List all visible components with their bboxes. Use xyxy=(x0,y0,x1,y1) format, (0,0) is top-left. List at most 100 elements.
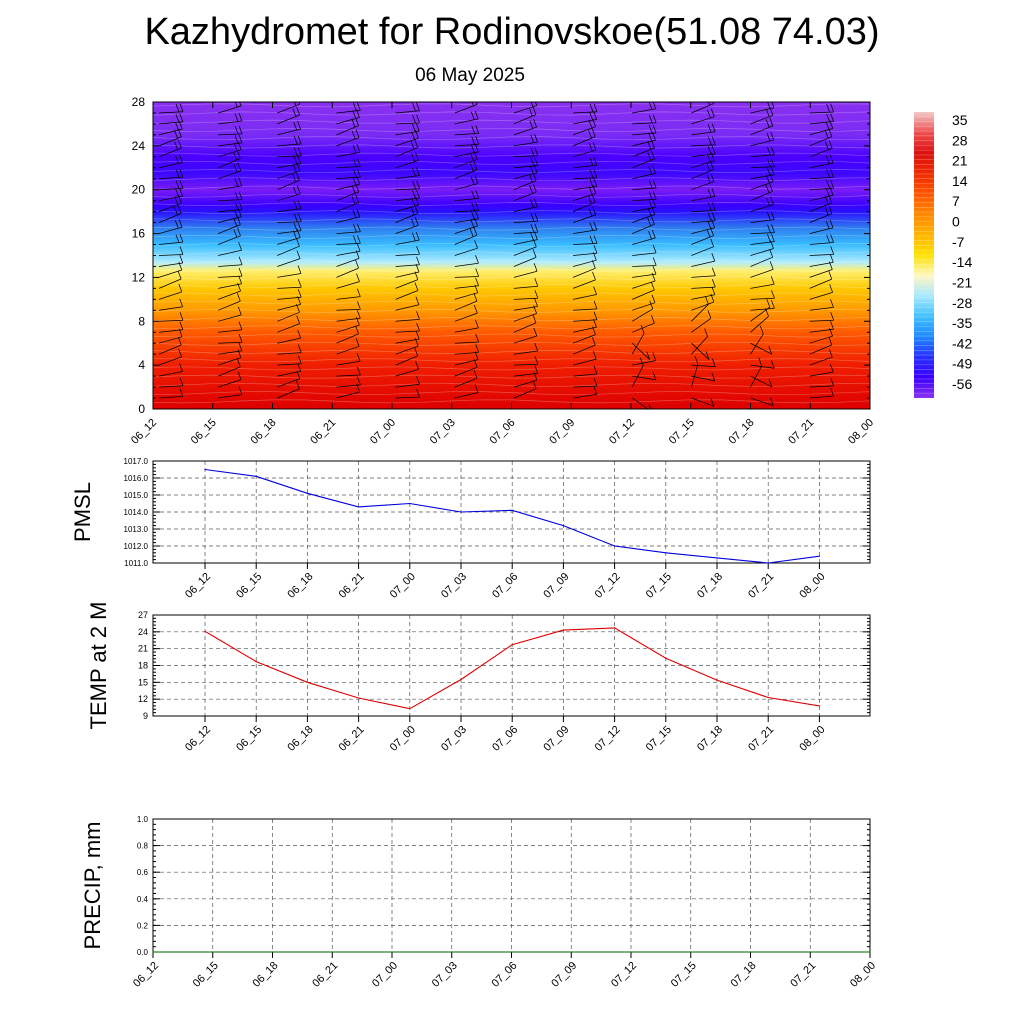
wind-barb xyxy=(158,312,184,322)
wind-barb xyxy=(868,134,870,136)
wind-barb xyxy=(277,102,301,114)
wind-barb xyxy=(750,166,775,180)
y-tick-label: 15 xyxy=(138,677,148,687)
wind-barb xyxy=(572,206,597,223)
y-tick-label: 18 xyxy=(138,661,148,671)
data-point xyxy=(869,951,871,953)
wind-barb xyxy=(750,300,775,311)
y-tick-label: 1015.0 xyxy=(124,491,149,500)
wind-barb xyxy=(750,146,775,158)
wind-barb xyxy=(277,213,302,223)
wind-barb xyxy=(158,180,184,191)
data-point xyxy=(511,509,513,511)
wind-barb xyxy=(454,333,480,344)
y-axis-label: TEMP at 2 M xyxy=(86,602,111,730)
wind-barb xyxy=(395,205,419,223)
x-tick-label: 07_21 xyxy=(786,417,816,447)
wind-barb xyxy=(750,249,774,267)
contour-line xyxy=(153,267,870,272)
x-tick-label: 07_00 xyxy=(368,417,398,447)
x-tick-label: 08_00 xyxy=(846,417,876,447)
data-point xyxy=(271,951,274,953)
wind-barb xyxy=(218,177,243,191)
wind-barb xyxy=(277,222,302,234)
wind-barb xyxy=(573,111,598,125)
x-tick-label: 06_12 xyxy=(131,960,161,990)
wind-barb xyxy=(513,263,538,278)
contour-line xyxy=(153,152,870,157)
contour-line xyxy=(153,210,870,215)
wind-barb xyxy=(809,312,835,322)
wind-barb xyxy=(158,103,184,114)
x-tick-label: 07_03 xyxy=(439,571,469,601)
wind-barb xyxy=(750,357,763,388)
y-axis-label: PMSL xyxy=(70,482,95,542)
wind-barb xyxy=(336,208,361,223)
wind-barb xyxy=(632,244,657,256)
wind-barb xyxy=(868,309,870,311)
wind-barb xyxy=(336,301,361,311)
wind-barb xyxy=(691,342,710,360)
wind-barb xyxy=(573,350,597,366)
x-tick-label: 07_12 xyxy=(593,724,623,754)
x-tick-label: 06_15 xyxy=(234,571,264,601)
wind-barb xyxy=(513,278,539,289)
wind-barb xyxy=(277,250,301,267)
wind-barb xyxy=(631,357,644,388)
x-tick-label: 07_00 xyxy=(370,960,400,990)
wind-barb xyxy=(513,290,539,300)
wind-barb xyxy=(277,106,300,125)
wind-barb xyxy=(868,112,870,114)
wind-barb xyxy=(158,139,182,158)
data-point xyxy=(767,562,769,564)
contour-line xyxy=(153,119,870,124)
data-point xyxy=(409,502,411,505)
wind-barb xyxy=(395,102,420,114)
wind-barb xyxy=(750,196,774,212)
wind-barb xyxy=(868,254,870,256)
y-tick-label: 1011.0 xyxy=(124,559,148,568)
wind-barb xyxy=(336,338,360,355)
wind-barb xyxy=(691,372,716,382)
wind-barb xyxy=(454,344,480,355)
x-tick-label: 07_18 xyxy=(695,724,725,754)
wind-barb xyxy=(158,377,184,388)
wind-barb xyxy=(691,296,709,322)
contour-line xyxy=(153,111,870,116)
data-point xyxy=(460,511,462,513)
wind-barb xyxy=(218,191,243,202)
contour-line xyxy=(153,193,870,198)
y-tick-label: 0.0 xyxy=(137,948,149,957)
wind-barb xyxy=(158,348,182,366)
wind-barb xyxy=(454,143,479,158)
wind-barb xyxy=(513,249,537,267)
wind-barb xyxy=(336,259,359,278)
wind-barb xyxy=(395,361,419,377)
wind-barb xyxy=(277,363,302,377)
wind-barb xyxy=(336,168,361,180)
wind-barb xyxy=(454,255,479,267)
contour-line xyxy=(153,169,870,173)
wind-barb xyxy=(868,298,870,300)
x-tick-label: 07_18 xyxy=(727,417,757,447)
colorbar-label: -7 xyxy=(952,234,965,250)
wind-barb xyxy=(691,188,716,202)
wind-barb xyxy=(809,284,833,300)
data-point xyxy=(818,555,821,557)
wind-barb xyxy=(573,386,598,399)
contour-line xyxy=(153,333,870,338)
wind-barb xyxy=(572,260,596,278)
x-tick-label: 07_09 xyxy=(541,724,571,754)
wind-barb xyxy=(750,375,773,388)
wind-barb xyxy=(632,352,657,366)
wind-barb xyxy=(691,267,716,278)
wind-barb xyxy=(868,320,870,322)
data-point xyxy=(212,951,214,953)
wind-barb xyxy=(750,325,764,355)
chart-subtitle: 06 May 2025 xyxy=(415,65,525,86)
wind-barb xyxy=(691,212,716,223)
wind-barb xyxy=(513,223,539,234)
x-tick-label: 07_03 xyxy=(439,724,469,754)
wind-barb xyxy=(158,205,182,223)
wind-barb xyxy=(868,200,870,202)
